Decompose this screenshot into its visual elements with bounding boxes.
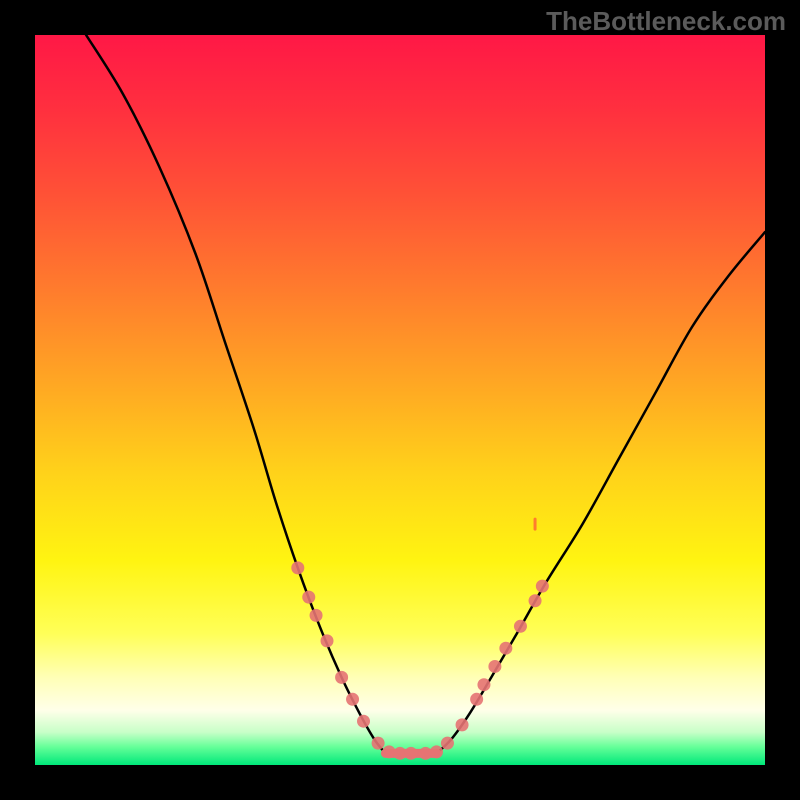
marker-point: [456, 718, 469, 731]
plot-svg: [35, 35, 765, 765]
marker-point: [404, 747, 417, 760]
marker-point: [514, 620, 527, 633]
marker-point: [357, 715, 370, 728]
marker-point: [529, 594, 542, 607]
marker-point: [419, 747, 432, 760]
marker-point: [291, 561, 304, 574]
gradient-background: [35, 35, 765, 765]
marker-point: [477, 678, 490, 691]
marker-point: [430, 745, 443, 758]
marker-point: [372, 737, 385, 750]
marker-point: [499, 642, 512, 655]
marker-point: [536, 580, 549, 593]
marker-point: [346, 693, 359, 706]
marker-point: [335, 671, 348, 684]
marker-point: [441, 737, 454, 750]
chart-stage: TheBottleneck.com: [0, 0, 800, 800]
plot-area: [35, 35, 765, 765]
marker-point: [321, 634, 334, 647]
marker-point: [383, 745, 396, 758]
watermark-label: TheBottleneck.com: [546, 6, 786, 37]
marker-point: [470, 693, 483, 706]
marker-point: [302, 591, 315, 604]
marker-point: [310, 609, 323, 622]
marker-point: [488, 660, 501, 673]
